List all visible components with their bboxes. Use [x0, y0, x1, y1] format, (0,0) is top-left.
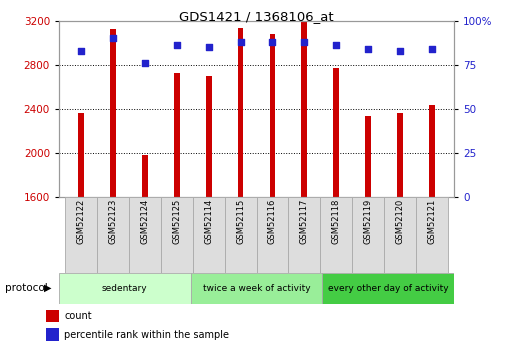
Text: protocol: protocol	[5, 283, 48, 293]
Bar	[320, 197, 352, 273]
Bar	[333, 68, 339, 197]
Bar	[161, 197, 193, 273]
Bar	[322, 273, 454, 304]
Point	[77, 48, 85, 53]
Bar	[78, 113, 84, 197]
Bar	[269, 34, 275, 197]
Bar	[110, 30, 116, 197]
Point	[364, 46, 372, 52]
Text: GSM52122: GSM52122	[77, 199, 86, 244]
Text: every other day of activity: every other day of activity	[328, 284, 448, 293]
Text: sedentary: sedentary	[102, 284, 148, 293]
Bar	[256, 197, 288, 273]
Bar	[429, 105, 435, 197]
Text: GDS1421 / 1368106_at: GDS1421 / 1368106_at	[179, 10, 334, 23]
Bar	[46, 328, 59, 341]
Text: GSM52115: GSM52115	[236, 199, 245, 244]
Point	[332, 42, 340, 48]
Bar	[397, 113, 403, 197]
Text: GSM52114: GSM52114	[204, 199, 213, 244]
Point	[300, 39, 308, 45]
Text: GSM52116: GSM52116	[268, 199, 277, 244]
Text: count: count	[64, 311, 92, 321]
Bar	[416, 197, 448, 273]
Point	[109, 36, 117, 41]
Bar	[97, 197, 129, 273]
Bar	[191, 273, 322, 304]
Text: GSM52117: GSM52117	[300, 199, 309, 244]
Text: GSM52125: GSM52125	[172, 199, 182, 244]
Text: percentile rank within the sample: percentile rank within the sample	[64, 330, 229, 339]
Bar	[384, 197, 416, 273]
Point	[173, 42, 181, 48]
Bar	[302, 22, 307, 197]
Text: ▶: ▶	[44, 283, 51, 293]
Point	[268, 39, 277, 45]
Bar	[193, 197, 225, 273]
Bar	[225, 197, 256, 273]
Text: GSM52121: GSM52121	[427, 199, 436, 244]
Bar	[206, 76, 211, 197]
Text: GSM52118: GSM52118	[331, 199, 341, 244]
Text: GSM52123: GSM52123	[109, 199, 117, 244]
Bar	[288, 197, 320, 273]
Text: GSM52120: GSM52120	[396, 199, 404, 244]
Bar	[238, 28, 244, 197]
Point	[141, 60, 149, 66]
Point	[236, 39, 245, 45]
Point	[396, 48, 404, 53]
Bar	[46, 310, 59, 322]
Text: GSM52119: GSM52119	[364, 199, 372, 244]
Bar	[129, 197, 161, 273]
Bar	[59, 273, 191, 304]
Point	[428, 46, 436, 52]
Text: twice a week of activity: twice a week of activity	[203, 284, 310, 293]
Bar	[174, 73, 180, 197]
Point	[205, 45, 213, 50]
Bar	[365, 116, 371, 197]
Bar	[142, 155, 148, 197]
Bar	[352, 197, 384, 273]
Text: GSM52124: GSM52124	[141, 199, 149, 244]
Bar	[65, 197, 97, 273]
